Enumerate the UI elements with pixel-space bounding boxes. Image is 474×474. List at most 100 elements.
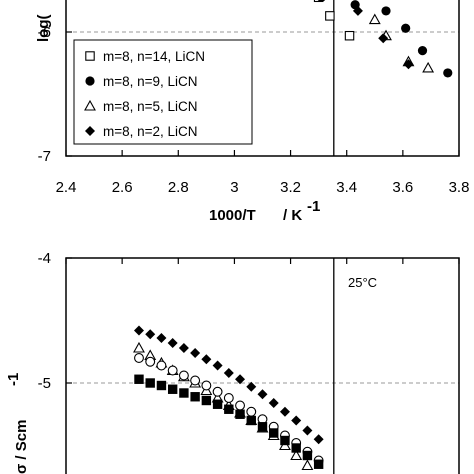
x-tick-label: 3.6	[392, 179, 413, 196]
x-tick-label: 3.8	[449, 179, 470, 196]
data-point	[325, 11, 335, 21]
data-point	[178, 343, 189, 353]
top-y-ticks: -6 -7	[38, 24, 72, 165]
data-point	[212, 360, 223, 371]
data-point	[212, 399, 223, 409]
data-point	[235, 400, 245, 411]
data-point	[246, 381, 257, 392]
data-point	[443, 68, 453, 78]
data-point	[257, 389, 268, 400]
bottom-y-tick-label: -4	[38, 250, 51, 267]
x-tick-label: 2.8	[168, 179, 189, 196]
top-data-points	[313, 0, 453, 78]
x-tick-label: 2.6	[112, 179, 133, 196]
top-x-ticks: 2.4 2.6 2.8 3 3.2 3.4 3.6 3.8	[56, 150, 470, 196]
data-point	[279, 406, 290, 417]
data-point	[145, 329, 156, 340]
bottom-axes-frame	[65, 257, 460, 474]
top-x-axis-label: 1000/T / K -1	[209, 198, 320, 224]
legend-label: m=8, n=2, LiCN	[103, 124, 198, 139]
legend-label: m=8, n=5, LiCN	[103, 99, 198, 114]
data-point	[224, 404, 234, 414]
data-point	[378, 33, 389, 44]
data-point	[133, 325, 144, 336]
temperature-annotation: 25°C	[348, 275, 377, 290]
x-tick-label: 2.4	[56, 179, 77, 196]
data-point	[179, 388, 189, 398]
data-point	[381, 6, 391, 16]
data-point	[344, 30, 355, 41]
legend-marker	[85, 76, 95, 86]
bottom-data-points	[133, 325, 324, 471]
y-tick-label: -7	[38, 148, 51, 165]
data-point	[134, 353, 144, 363]
data-point	[178, 370, 189, 381]
data-point	[313, 434, 324, 445]
data-point	[201, 395, 212, 406]
data-point	[167, 365, 178, 376]
data-point	[257, 422, 268, 432]
data-point	[190, 375, 201, 386]
data-point	[301, 459, 314, 471]
data-point	[145, 378, 155, 388]
data-point	[145, 356, 156, 367]
bottom-panel: -4 -5 25°C σ / Scm -1	[5, 250, 460, 474]
data-point	[246, 406, 257, 417]
bottom-y-axis-label: σ / Scm -1	[5, 373, 30, 474]
data-point	[422, 61, 435, 73]
x-axis-label-text: 1000/T	[209, 207, 256, 224]
legend-label: m=8, n=9, LiCN	[103, 74, 198, 89]
legend-label: m=8, n=14, LiCN	[103, 49, 205, 64]
bottom-y-label-exponent: -1	[5, 373, 22, 386]
legend: m=8, n=14, LiCN m=8, n=9, LiCN m=8, n=5, L…	[73, 39, 253, 145]
x-tick-label: 3.4	[336, 179, 357, 196]
data-point	[201, 380, 212, 391]
x-axis-unit: / K	[283, 207, 302, 224]
data-point	[167, 338, 178, 348]
data-point	[235, 374, 246, 385]
top-y-axis-label: log(	[35, 15, 52, 43]
data-point	[313, 459, 324, 469]
data-point	[156, 380, 167, 391]
x-axis-unit-exponent: -1	[307, 198, 320, 215]
legend-marker	[84, 99, 96, 111]
data-point	[290, 449, 303, 461]
data-point	[417, 46, 428, 56]
data-point	[269, 428, 279, 438]
bottom-x-ticks	[65, 258, 460, 264]
data-point	[156, 333, 167, 343]
data-point	[167, 384, 178, 394]
data-point	[401, 23, 411, 33]
data-point	[133, 341, 145, 353]
data-point	[403, 59, 414, 70]
legend-box	[73, 39, 253, 145]
top-axes-frame	[65, 0, 460, 157]
bottom-y-ticks: -4 -5	[38, 250, 72, 392]
data-point	[223, 368, 234, 378]
data-point	[302, 450, 313, 461]
data-point	[190, 392, 200, 402]
x-tick-label: 3	[230, 179, 238, 196]
data-point	[246, 415, 256, 426]
legend-marker	[85, 126, 95, 136]
x-tick-label: 3.2	[280, 179, 301, 196]
data-point	[280, 435, 290, 446]
data-point	[223, 393, 234, 403]
top-panel: 2.4 2.6 2.8 3 3.2 3.4 3.6 3.8 -6 -7 log( 1000/T …	[35, 0, 469, 224]
data-point	[156, 360, 167, 371]
bottom-y-tick-label: -5	[38, 375, 51, 392]
data-point	[134, 374, 144, 384]
data-point	[352, 5, 363, 16]
data-point	[201, 354, 212, 365]
data-point	[235, 409, 245, 419]
legend-marker	[85, 51, 95, 61]
data-point	[268, 398, 279, 408]
data-point	[291, 415, 302, 426]
y-tick-label: -6	[38, 24, 51, 41]
bottom-y-label-text: σ / Scm	[13, 420, 30, 474]
data-point	[291, 443, 301, 453]
data-point	[212, 386, 223, 397]
data-point	[190, 348, 201, 358]
data-point	[317, 0, 326, 2]
